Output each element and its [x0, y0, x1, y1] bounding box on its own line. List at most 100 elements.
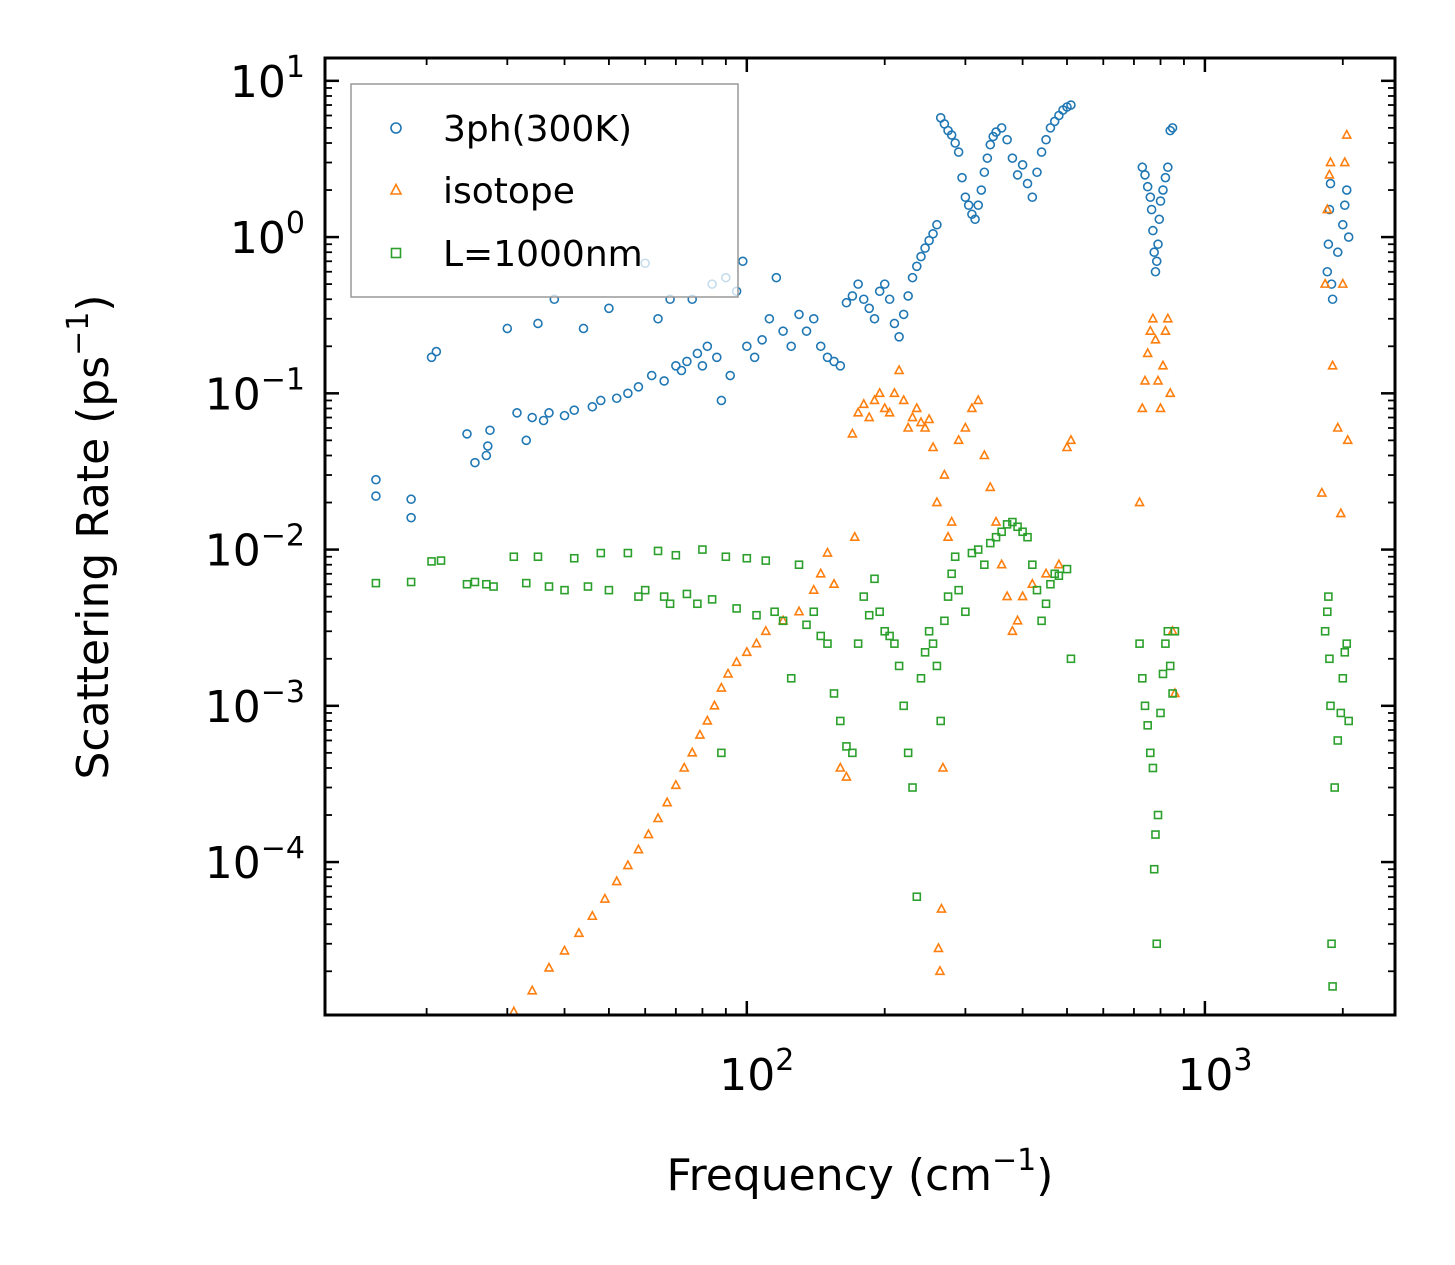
data-point — [1002, 520, 1012, 529]
data-point — [1143, 721, 1152, 730]
data-point — [841, 770, 852, 781]
data-point — [1142, 181, 1153, 192]
y-axis-label: Scattering Rate (ps−1) — [61, 294, 119, 779]
legend-label: L=1000nm — [443, 234, 643, 275]
data-point — [942, 530, 954, 541]
data-point — [716, 681, 727, 692]
data-point — [1338, 674, 1348, 683]
data-point — [1022, 178, 1033, 189]
data-point — [371, 491, 381, 501]
data-point — [761, 556, 771, 565]
data-point — [560, 585, 569, 595]
data-point — [835, 361, 846, 371]
data-point — [911, 402, 923, 413]
data-point — [694, 728, 706, 739]
data-point — [960, 421, 971, 432]
data-point — [1325, 156, 1336, 167]
data-point — [1023, 532, 1032, 542]
data-point — [954, 585, 963, 595]
data-point — [764, 313, 775, 324]
data-point — [1026, 578, 1038, 589]
data-point — [853, 279, 863, 289]
data-point — [693, 599, 702, 609]
data-point — [1032, 585, 1042, 595]
data-point — [853, 639, 863, 648]
data-point — [737, 256, 748, 267]
data-point — [894, 661, 904, 671]
data-point — [898, 309, 909, 320]
data-point — [462, 429, 472, 439]
data-point — [1066, 654, 1076, 664]
data-point — [946, 130, 957, 140]
data-point — [809, 607, 819, 617]
data-point — [1148, 225, 1158, 236]
data-point — [916, 674, 926, 683]
data-point — [1336, 708, 1346, 718]
data-point — [1322, 607, 1332, 617]
data-point — [1017, 590, 1028, 601]
data-point — [678, 761, 690, 772]
data-point — [599, 892, 611, 903]
data-point — [903, 291, 913, 301]
data-point — [801, 326, 812, 336]
data-point — [927, 441, 939, 452]
data-point — [569, 405, 580, 415]
data-point — [1007, 153, 1018, 163]
data-point — [485, 425, 495, 436]
data-point — [903, 748, 913, 758]
data-point — [1160, 172, 1171, 183]
y-tick-label: 100 — [230, 206, 305, 264]
data-point — [659, 376, 669, 386]
data-point — [752, 610, 761, 620]
data-point — [874, 286, 885, 297]
data-point — [1327, 939, 1336, 949]
data-point — [559, 944, 570, 955]
data-point — [623, 548, 633, 558]
data-point — [1164, 387, 1176, 398]
data-point — [725, 370, 736, 381]
data-point — [1326, 701, 1335, 711]
legend-marker — [390, 247, 402, 259]
data-point — [538, 415, 549, 426]
data-point — [1146, 748, 1155, 758]
data-point — [822, 352, 833, 363]
data-point — [702, 341, 713, 352]
data-point — [963, 200, 974, 210]
data-point — [923, 413, 935, 424]
data-point — [1316, 486, 1328, 497]
data-point — [611, 393, 622, 404]
x-axis-label: Frequency (cm−1) — [667, 1143, 1054, 1201]
data-point — [970, 214, 980, 225]
data-point — [682, 356, 692, 367]
data-point — [1147, 312, 1159, 323]
data-point — [940, 616, 949, 626]
data-point — [1155, 196, 1166, 206]
legend-marker — [389, 182, 403, 195]
data-point — [960, 192, 971, 202]
data-point — [1328, 982, 1337, 991]
data-point — [1139, 374, 1151, 385]
data-point — [633, 382, 644, 392]
data-point — [702, 714, 713, 725]
data-point — [1134, 496, 1145, 507]
data-point — [646, 370, 657, 381]
data-point — [802, 620, 811, 630]
data-point — [721, 552, 731, 562]
data-point — [924, 626, 934, 636]
legend: 3ph(300K) isotope L=1000nm — [350, 83, 739, 298]
data-point — [533, 552, 543, 562]
data-point — [1144, 324, 1156, 335]
series-1-points — [371, 100, 1354, 523]
data-point — [985, 139, 996, 150]
data-point — [933, 942, 944, 953]
data-point — [502, 323, 513, 334]
data-point — [1343, 232, 1354, 242]
data-point — [709, 699, 720, 710]
data-point — [841, 297, 852, 308]
y-tick-label: 10−2 — [205, 519, 305, 577]
data-point — [848, 748, 857, 758]
data-point — [671, 361, 681, 371]
data-point — [653, 313, 663, 324]
data-point — [786, 341, 797, 352]
data-point — [875, 607, 884, 617]
